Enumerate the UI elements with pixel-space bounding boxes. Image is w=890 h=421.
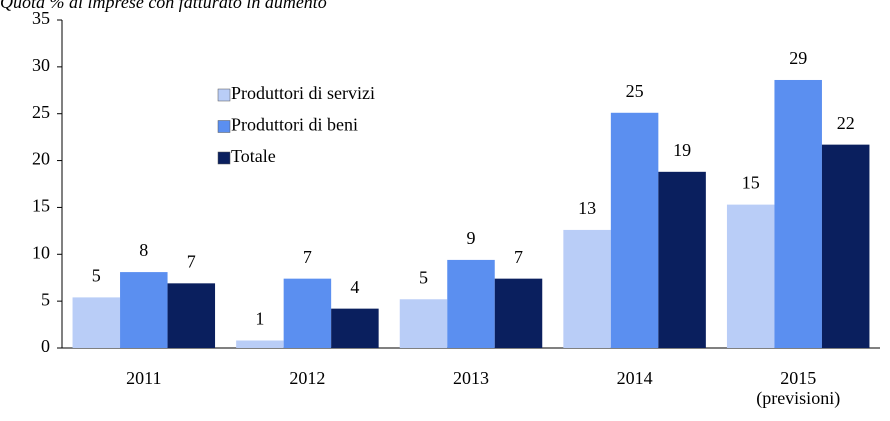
value-label: 13 [578, 198, 596, 218]
bar [120, 272, 168, 348]
bar [399, 299, 448, 348]
bar [331, 308, 379, 348]
bar [167, 283, 216, 348]
value-label: 25 [626, 81, 644, 101]
bar [236, 340, 284, 348]
y-tick-label: 25 [32, 102, 50, 122]
x-tick-label: 2015 (previsioni) [756, 368, 840, 409]
bar [447, 259, 495, 348]
legend-swatch [217, 151, 231, 165]
value-label: 15 [742, 173, 760, 193]
value-label: 4 [350, 277, 359, 297]
bar [283, 278, 332, 348]
y-tick-label: 30 [32, 55, 50, 75]
x-tick-label: 2012 [289, 368, 325, 388]
legend-label: Produttori di servizi [231, 83, 375, 103]
legend-swatch [217, 88, 231, 102]
value-label: 22 [837, 113, 855, 133]
value-label: 7 [303, 247, 312, 267]
legend-label: Produttori di beni [231, 115, 358, 135]
bar [610, 112, 659, 348]
bar [658, 171, 706, 348]
y-tick-label: 15 [32, 196, 50, 216]
bar [774, 79, 822, 348]
y-tick-label: 10 [32, 242, 50, 262]
chart-title: Quota % di imprese con fatturato in aume… [0, 0, 327, 12]
bar [494, 278, 543, 348]
value-label: 9 [467, 228, 476, 248]
legend-label: Totale [231, 146, 276, 166]
x-tick-label: 2014 [617, 368, 653, 388]
value-label: 7 [187, 251, 196, 271]
value-label: 29 [789, 48, 807, 68]
value-label: 19 [673, 140, 691, 160]
value-label: 1 [255, 309, 264, 329]
bar [563, 229, 611, 348]
value-label: 8 [139, 240, 148, 260]
bar [821, 144, 870, 348]
legend-swatch [217, 120, 231, 133]
x-tick-label: 2013 [453, 368, 489, 388]
y-tick-label: 0 [41, 336, 50, 356]
bar [72, 297, 121, 348]
bar [726, 204, 775, 348]
y-tick-label: 35 [32, 8, 50, 28]
y-tick-label: 20 [32, 149, 50, 169]
value-label: 5 [92, 266, 101, 286]
value-label: 5 [419, 267, 428, 287]
x-tick-label: 2011 [126, 368, 161, 388]
value-label: 7 [514, 247, 523, 267]
y-tick-label: 5 [41, 289, 50, 309]
